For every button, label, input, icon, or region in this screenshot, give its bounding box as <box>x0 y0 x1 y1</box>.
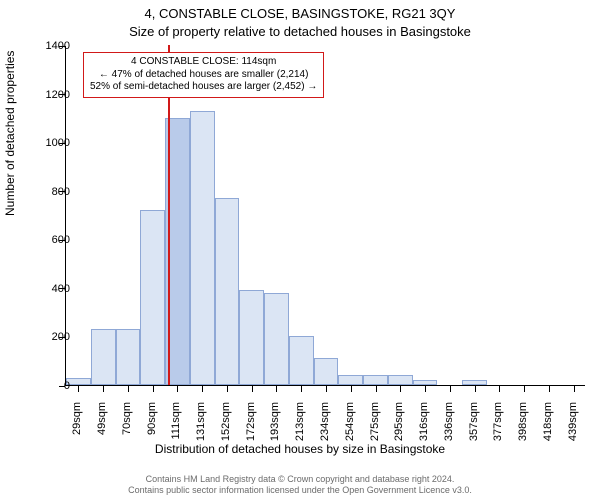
x-tick-label: 439sqm <box>567 402 579 452</box>
annotation-line-2: ← 47% of detached houses are smaller (2,… <box>90 69 317 82</box>
y-axis-title: Number of detached properties <box>3 51 17 216</box>
x-tick <box>177 386 178 392</box>
x-tick-label: 234sqm <box>319 402 331 452</box>
x-tick-label: 90sqm <box>146 402 158 452</box>
x-tick-label: 172sqm <box>245 402 257 452</box>
x-tick <box>376 386 377 392</box>
histogram-bar <box>215 198 240 385</box>
histogram-bar <box>91 329 116 385</box>
x-tick-label: 49sqm <box>96 402 108 452</box>
x-tick <box>128 386 129 392</box>
x-tick <box>351 386 352 392</box>
x-tick-label: 111sqm <box>170 402 182 452</box>
x-tick-label: 152sqm <box>220 402 232 452</box>
x-tick-label: 213sqm <box>294 402 306 452</box>
y-tick-label: 1400 <box>46 40 70 52</box>
x-tick <box>103 386 104 392</box>
histogram-bar <box>140 210 165 385</box>
x-tick <box>524 386 525 392</box>
x-tick-label: 377sqm <box>492 402 504 452</box>
y-tick-label: 1200 <box>46 89 70 101</box>
x-tick <box>202 386 203 392</box>
annotation-line-3: 52% of semi-detached houses are larger (… <box>90 81 317 94</box>
footer-attribution: Contains HM Land Registry data © Crown c… <box>0 474 600 497</box>
x-tick-label: 398sqm <box>517 402 529 452</box>
x-tick <box>252 386 253 392</box>
x-tick-label: 254sqm <box>344 402 356 452</box>
histogram-bar <box>264 293 289 385</box>
plot-area: 4 CONSTABLE CLOSE: 114sqm ← 47% of detac… <box>65 46 585 386</box>
x-tick-label: 316sqm <box>418 402 430 452</box>
histogram-bar <box>289 336 314 385</box>
chart-container: 4, CONSTABLE CLOSE, BASINGSTOKE, RG21 3Q… <box>0 0 600 500</box>
x-tick-label: 131sqm <box>195 402 207 452</box>
x-tick <box>499 386 500 392</box>
x-tick-label: 70sqm <box>121 402 133 452</box>
x-tick <box>78 386 79 392</box>
annotation-line-1: 4 CONSTABLE CLOSE: 114sqm <box>90 56 317 69</box>
annotation-box: 4 CONSTABLE CLOSE: 114sqm ← 47% of detac… <box>83 52 324 98</box>
x-tick <box>574 386 575 392</box>
y-tick-label: 200 <box>52 331 70 343</box>
histogram-bar <box>338 375 363 385</box>
y-tick-label: 600 <box>52 234 70 246</box>
x-tick <box>276 386 277 392</box>
histogram-bar <box>314 358 339 385</box>
chart-title-sub: Size of property relative to detached ho… <box>0 24 600 39</box>
x-tick <box>425 386 426 392</box>
histogram-bar <box>363 375 388 385</box>
histogram-bar <box>413 380 438 385</box>
x-tick <box>227 386 228 392</box>
x-tick-label: 29sqm <box>71 402 83 452</box>
x-tick-label: 193sqm <box>269 402 281 452</box>
histogram-bar <box>239 290 264 385</box>
x-tick <box>301 386 302 392</box>
y-tick-label: 0 <box>64 380 70 392</box>
x-tick <box>549 386 550 392</box>
histogram-bar <box>462 380 487 385</box>
x-tick-label: 295sqm <box>393 402 405 452</box>
x-tick-label: 275sqm <box>369 402 381 452</box>
footer-line-2: Contains public sector information licen… <box>0 485 600 496</box>
footer-line-1: Contains HM Land Registry data © Crown c… <box>0 474 600 485</box>
histogram-bar <box>190 111 215 385</box>
y-tick-label: 400 <box>52 283 70 295</box>
x-tick <box>326 386 327 392</box>
x-tick-label: 357sqm <box>468 402 480 452</box>
y-tick-label: 1000 <box>46 137 70 149</box>
x-tick <box>400 386 401 392</box>
y-tick-label: 800 <box>52 186 70 198</box>
x-tick <box>153 386 154 392</box>
histogram-bar <box>116 329 141 385</box>
x-tick-label: 418sqm <box>542 402 554 452</box>
x-tick-label: 336sqm <box>443 402 455 452</box>
x-tick <box>475 386 476 392</box>
histogram-bar <box>388 375 413 385</box>
chart-title-main: 4, CONSTABLE CLOSE, BASINGSTOKE, RG21 3Q… <box>0 6 600 21</box>
x-tick <box>450 386 451 392</box>
